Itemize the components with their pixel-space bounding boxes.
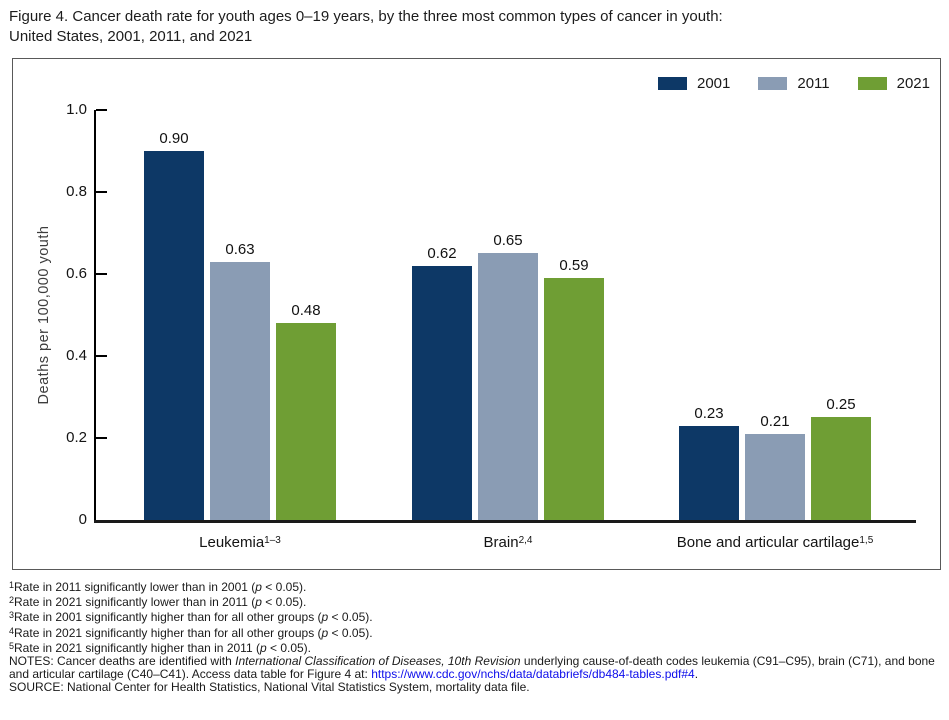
bar-value-label: 0.23 — [694, 405, 724, 422]
y-tick-mark — [96, 191, 107, 193]
bar-2001-bone-and-articular-cartilage — [679, 426, 739, 520]
bar-value-label: 0.25 — [826, 396, 856, 413]
category-label-brain: Brain2,4 — [484, 534, 533, 551]
category-label-text: Leukemia — [199, 534, 265, 551]
text-run: NOTES: Cancer deaths are identified with — [9, 654, 236, 669]
legend-item-2001: 2001 — [657, 75, 731, 92]
bar-2021-brain — [544, 278, 604, 520]
text-run: SOURCE: National Center for Health Stati… — [9, 680, 530, 695]
legend-swatch-2011 — [758, 77, 788, 90]
text-run: p — [321, 610, 329, 625]
bar-2011-bone-and-articular-cartilage — [745, 434, 805, 520]
bar-2001-brain — [412, 266, 472, 520]
footnote-superscript: 1 — [9, 580, 15, 590]
y-tick-label: 0 — [78, 511, 87, 528]
text-run: Rate in 2021 significantly lower than in… — [14, 595, 256, 610]
category-label-bone-and-articular-cartilage: Bone and articular cartilage1,5 — [677, 534, 874, 551]
bar-value-label: 0.59 — [559, 257, 589, 274]
bar-value-label: 0.63 — [225, 241, 255, 258]
y-tick-label: 0.2 — [66, 429, 87, 446]
source-line: SOURCE: National Center for Health Stati… — [9, 681, 943, 694]
footnotes: 1Rate in 2011 significantly lower than i… — [9, 579, 943, 695]
text-run: < 0.05). — [328, 610, 373, 625]
x-axis-line — [94, 520, 916, 523]
text-run: Rate in 2021 significantly higher than i… — [14, 640, 260, 655]
bar-value-label: 0.48 — [291, 302, 321, 319]
footnote-line: 4Rate in 2021 significantly higher than … — [9, 625, 943, 640]
legend-label-2001: 2001 — [696, 75, 731, 92]
legend-swatch-2001 — [657, 77, 687, 90]
legend-item-2021: 2021 — [857, 75, 930, 92]
text-run: p — [255, 580, 262, 594]
text-run: p — [321, 625, 329, 640]
legend-label-2021: 2021 — [896, 75, 930, 92]
figure-title-line2: United States, 2001, 2011, and 2021 — [9, 28, 253, 45]
text-run: < 0.05). — [328, 625, 373, 640]
bar-2021-leukemia — [276, 323, 336, 520]
category-label-superscript: 1,5 — [859, 535, 874, 546]
category-label-text: Bone and articular cartilage — [676, 534, 860, 551]
legend-label-2011: 2011 — [797, 75, 830, 92]
footnote-superscript: 5 — [9, 640, 15, 651]
legend: 2001 2011 2021 — [630, 75, 930, 92]
y-axis-line — [94, 110, 96, 523]
data-table-link[interactable]: https://www.cdc.gov/nchs/data/databriefs… — [371, 667, 695, 682]
footnote-line: 2Rate in 2021 significantly lower than i… — [9, 594, 943, 609]
category-label-leukemia: Leukemia1–3 — [199, 534, 281, 551]
y-tick-mark — [96, 437, 107, 439]
y-tick-mark — [96, 273, 107, 275]
text-run: < 0.05). — [266, 640, 312, 655]
y-axis-label: Deaths per 100,000 youth — [36, 225, 52, 405]
footnote-superscript: 4 — [9, 625, 15, 636]
bar-value-label: 0.90 — [159, 130, 189, 147]
footnote-superscript: 2 — [9, 595, 15, 606]
y-tick-label: 0.6 — [66, 265, 87, 282]
footnote-superscript: 3 — [9, 610, 15, 621]
y-tick-label: 0.8 — [66, 183, 87, 200]
bar-value-label: 0.21 — [760, 413, 790, 430]
text-run: < 0.05). — [261, 580, 307, 594]
figure-title: Figure 4. Cancer death rate for youth ag… — [9, 7, 941, 47]
text-run: p — [259, 640, 267, 655]
bar-2011-brain — [478, 253, 538, 520]
category-label-text: Brain — [483, 534, 519, 551]
text-run: < 0.05). — [261, 595, 307, 610]
bar-value-label: 0.62 — [427, 245, 457, 262]
text-run: Rate in 2021 significantly higher than f… — [14, 625, 322, 640]
figure-title-line1: Figure 4. Cancer death rate for youth ag… — [9, 8, 723, 25]
text-run: International Classification of Diseases… — [235, 654, 521, 669]
text-run: Rate in 2001 significantly higher than f… — [14, 610, 322, 625]
y-tick-mark — [96, 355, 107, 357]
footnote-line: 5Rate in 2021 significantly higher than … — [9, 640, 943, 655]
category-label-superscript: 1–3 — [264, 535, 281, 546]
text-run: . — [694, 667, 699, 682]
bar-2011-leukemia — [210, 262, 270, 520]
footnote-line: 1Rate in 2011 significantly lower than i… — [9, 579, 943, 594]
legend-swatch-2021 — [857, 77, 887, 90]
text-run: Rate in 2011 significantly lower than in… — [14, 580, 256, 594]
footnote-line: 3Rate in 2001 significantly higher than … — [9, 609, 943, 624]
text-run: underlying cause-of-death codes leukemia… — [9, 654, 935, 682]
y-tick-label: 1.0 — [66, 101, 87, 118]
legend-item-2011: 2011 — [758, 75, 830, 92]
y-tick-mark — [96, 109, 107, 111]
bar-2021-bone-and-articular-cartilage — [811, 417, 871, 520]
text-run: p — [255, 595, 262, 610]
y-tick-label: 0.4 — [66, 347, 87, 364]
category-label-superscript: 2,4 — [518, 535, 533, 546]
notes-paragraph: NOTES: Cancer deaths are identified with… — [9, 654, 943, 682]
bar-value-label: 0.65 — [493, 232, 523, 249]
bar-2001-leukemia — [144, 151, 204, 520]
footnote-lines: 1Rate in 2011 significantly lower than i… — [9, 579, 943, 655]
plot-area: 0.90 0.63 0.48 Leukemia1–3 0.62 0.65 0.59 Brain… — [94, 110, 916, 551]
